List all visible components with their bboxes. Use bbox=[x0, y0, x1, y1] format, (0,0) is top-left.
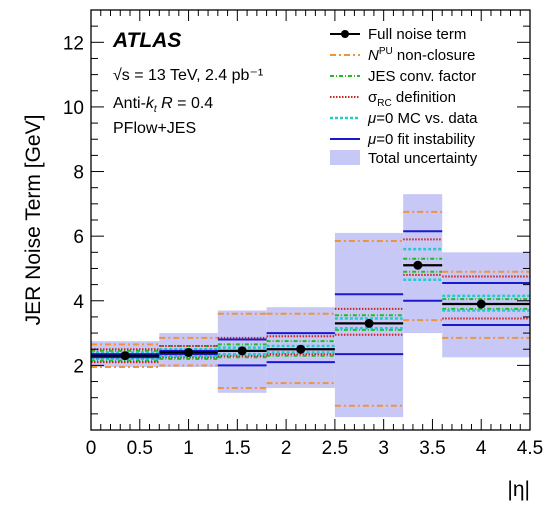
legend-label-mc: μ=0 MC vs. data bbox=[367, 110, 478, 127]
x-tick-label: 1 bbox=[183, 438, 194, 459]
data-point bbox=[476, 299, 486, 309]
x-tick-label: 4.5 bbox=[517, 438, 543, 459]
data-point bbox=[413, 260, 423, 270]
total-uncertainty-band bbox=[403, 194, 443, 334]
y-axis-label: JER Noise Term [GeV] bbox=[22, 115, 45, 326]
x-tick-label: 3 bbox=[378, 438, 389, 459]
y-tick-label: 8 bbox=[73, 163, 84, 184]
legend-label-total: Total uncertainty bbox=[368, 150, 478, 167]
legend-label-rc: σRC definition bbox=[368, 89, 456, 109]
x-tick-label: 0 bbox=[86, 438, 97, 459]
axis-ticks: 0 0.5 1 1.5 2 2.5 3 3.5 4 4.5 2 4 6 8 10 12 bbox=[63, 10, 543, 459]
legend-label-npu: NPU non-closure bbox=[368, 46, 475, 64]
x-tick-label: 1.5 bbox=[224, 438, 250, 459]
reco-label: PFlow+JES bbox=[113, 120, 196, 137]
legend-label-fit: μ=0 fit instability bbox=[367, 131, 476, 148]
data-point bbox=[237, 346, 247, 356]
y-tick-label: 12 bbox=[63, 33, 84, 54]
x-tick-label: 2 bbox=[281, 438, 292, 459]
data-point bbox=[296, 344, 306, 354]
x-tick-label: 2.5 bbox=[322, 438, 348, 459]
legend-label-data: Full noise term bbox=[368, 26, 466, 43]
x-tick-label: 4 bbox=[476, 438, 487, 459]
data-point bbox=[364, 318, 374, 328]
uncertainty-lines bbox=[91, 210, 530, 407]
y-tick-label: 10 bbox=[63, 98, 84, 119]
legend-label-jes: JES conv. factor bbox=[368, 68, 476, 85]
x-tick-label: 3.5 bbox=[419, 438, 445, 459]
y-tick-label: 4 bbox=[73, 292, 84, 313]
x-tick-label: 0.5 bbox=[127, 438, 153, 459]
atlas-label: ATLAS bbox=[112, 29, 181, 52]
data-points bbox=[91, 260, 530, 361]
data-point bbox=[184, 347, 194, 357]
legend-marker-total bbox=[330, 150, 360, 165]
data-point bbox=[120, 351, 130, 361]
legend: Full noise term NPU non-closure JES conv… bbox=[330, 26, 478, 167]
y-tick-label: 2 bbox=[73, 356, 84, 377]
y-tick-label: 6 bbox=[73, 227, 84, 248]
energy-label: √s = 13 TeV, 2.4 pb⁻¹ bbox=[113, 67, 263, 84]
legend-marker-dot-data bbox=[341, 30, 349, 38]
algorithm-label: Anti-kt R = 0.4 bbox=[113, 95, 213, 115]
x-axis-label: |η| bbox=[507, 478, 530, 501]
